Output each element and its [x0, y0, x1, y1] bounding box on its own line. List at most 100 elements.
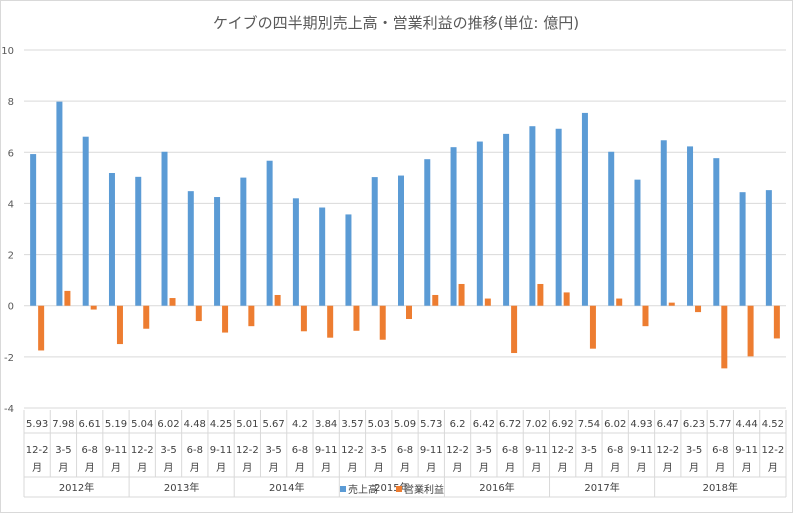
- profit-bar: [64, 290, 71, 306]
- profit-bar: [432, 294, 439, 306]
- quarter-label: 12-2: [656, 445, 679, 456]
- quarter-label: 6-8: [502, 445, 518, 456]
- year-label: 2017年: [584, 481, 619, 494]
- month-label: 月: [242, 462, 252, 474]
- sales-value-label: 4.93: [630, 419, 652, 430]
- profit-bar: [169, 298, 176, 306]
- sales-value-label: 7.54: [578, 419, 600, 430]
- data-table: 5.93 12-2 月 7.98 3-5 月 6.61 6-8 月 5.19 9-11 月 5.04 12…: [23, 410, 787, 498]
- quarter-label: 6-8: [712, 445, 728, 456]
- sales-bar: [214, 197, 221, 306]
- profit-bar: [195, 305, 202, 322]
- sales-value-label: 4.48: [184, 419, 206, 430]
- quarter-label: 12-2: [236, 445, 259, 456]
- month-label: 月: [111, 462, 121, 474]
- bars: [30, 101, 780, 369]
- profit-bar: [747, 305, 754, 357]
- y-tick-label: 4: [8, 199, 14, 210]
- sales-bar: [135, 176, 142, 306]
- month-label: 月: [768, 462, 778, 474]
- profit-bar: [458, 283, 465, 306]
- profit-bar: [563, 292, 570, 306]
- sales-value-label: 5.73: [420, 419, 442, 430]
- year-label: 2018年: [703, 481, 738, 494]
- quarter-label: 3-5: [476, 445, 492, 456]
- sales-bar: [292, 198, 299, 306]
- profit-bar: [589, 305, 596, 349]
- month-label: 月: [32, 462, 42, 474]
- sales-value-label: 3.84: [315, 419, 337, 430]
- sales-value-label: 5.67: [262, 419, 284, 430]
- legend-label: 売上高: [348, 483, 378, 496]
- sales-value-label: 6.61: [79, 419, 101, 430]
- sales-bar: [581, 112, 588, 306]
- month-label: 月: [216, 462, 226, 474]
- legend-swatch-profit: [396, 486, 402, 492]
- y-tick-label: -4: [4, 404, 14, 415]
- sales-bar: [161, 151, 168, 306]
- sales-value-label: 4.44: [735, 419, 757, 430]
- quarter-label: 3-5: [686, 445, 702, 456]
- chart-title: ケイブの四半期別売上高・営業利益の推移(単位: 億円): [213, 14, 579, 32]
- sales-bar: [398, 175, 404, 306]
- sales-value-label: 5.04: [131, 419, 153, 430]
- sales-value-label: 5.19: [105, 419, 127, 430]
- sales-bar: [266, 160, 273, 306]
- sales-bar: [240, 177, 247, 306]
- profit-bar: [511, 305, 518, 354]
- sales-bar: [713, 158, 720, 306]
- legend: 売上高 営業利益: [340, 483, 444, 496]
- sales-value-label: 6.72: [499, 419, 521, 430]
- sales-value-label: 5.09: [394, 419, 416, 430]
- profit-bar: [773, 305, 780, 339]
- legend-label: 営業利益: [404, 483, 444, 496]
- quarter-label: 3-5: [55, 445, 71, 456]
- month-label: 月: [531, 462, 541, 474]
- quarter-label: 6-8: [82, 445, 98, 456]
- profit-bar: [116, 305, 123, 345]
- quarter-label: 6-8: [187, 445, 203, 456]
- month-label: 月: [453, 462, 463, 474]
- sales-bar: [187, 191, 194, 306]
- month-label: 月: [374, 462, 384, 474]
- y-tick-label: -2: [4, 353, 14, 364]
- quarter-label: 6-8: [607, 445, 623, 456]
- y-axis-ticks: -4 -2 0 2 4 6 8 10: [1, 46, 14, 415]
- quarter-label: 12-2: [341, 445, 364, 456]
- profit-bar: [143, 305, 150, 329]
- quarter-label: 3-5: [371, 445, 387, 456]
- y-tick-label: 8: [8, 97, 14, 108]
- month-label: 月: [295, 462, 305, 474]
- profit-bar: [642, 305, 649, 327]
- sales-bar: [345, 214, 352, 306]
- profit-bar: [327, 305, 334, 338]
- quarter-label: 3-5: [265, 445, 281, 456]
- sales-bar: [687, 146, 694, 306]
- sales-bar: [503, 133, 510, 306]
- sales-bar: [634, 179, 641, 306]
- sales-value-label: 6.02: [604, 419, 626, 430]
- profit-bar: [222, 305, 229, 333]
- y-tick-label: 10: [1, 46, 14, 57]
- sales-value-label: 5.93: [26, 419, 48, 430]
- month-label: 月: [269, 462, 279, 474]
- quarter-label: 3-5: [581, 445, 597, 456]
- legend-swatch-sales: [340, 486, 346, 492]
- quarter-label: 3-5: [160, 445, 176, 456]
- month-label: 月: [479, 462, 489, 474]
- quarter-label: 12-2: [131, 445, 154, 456]
- profit-bar: [721, 305, 728, 369]
- sales-value-label: 6.42: [473, 419, 495, 430]
- sales-value-label: 5.01: [236, 419, 258, 430]
- sales-bar: [608, 151, 615, 306]
- quarter-label: 12-2: [762, 445, 785, 456]
- sales-value-label: 7.02: [525, 419, 547, 430]
- sales-value-label: 6.92: [552, 419, 574, 430]
- sales-bar: [529, 126, 536, 306]
- sales-bar: [82, 136, 89, 306]
- month-label: 月: [426, 462, 436, 474]
- sales-value-label: 5.03: [368, 419, 390, 430]
- profit-bar: [484, 298, 491, 306]
- month-label: 月: [347, 462, 357, 474]
- profit-bar: [406, 305, 412, 320]
